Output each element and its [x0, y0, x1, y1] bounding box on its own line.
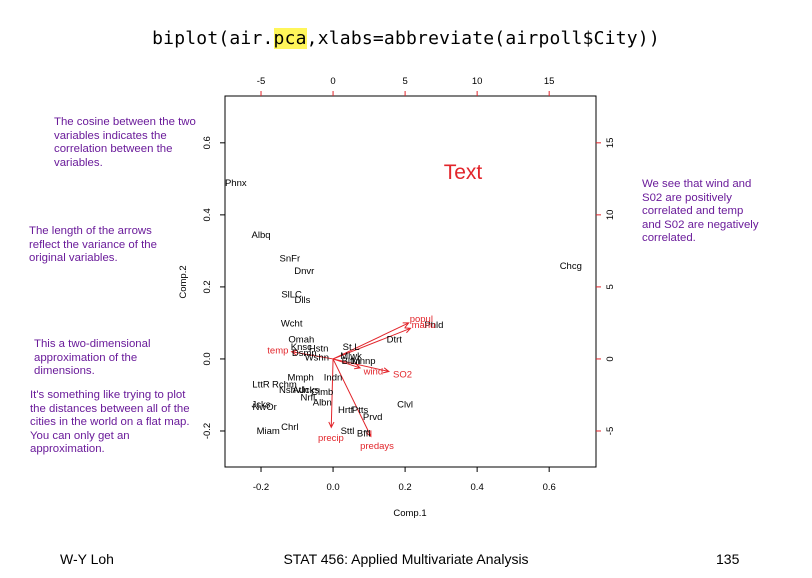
footer-author: W-Y Loh	[60, 551, 114, 567]
variable-label-so2: SO2	[393, 369, 412, 380]
city-label-hrtf: Hrtf	[338, 405, 354, 416]
arrow-precip	[328, 358, 335, 429]
city-label-hstn: Hstn	[309, 344, 329, 355]
arrow-popul	[332, 322, 410, 360]
top-tick-label: 15	[544, 76, 555, 87]
variable-label-precip: precip	[318, 433, 344, 444]
city-label-mnnp: Mnnp	[352, 356, 376, 367]
city-label-albn: Albn	[313, 398, 332, 409]
x-tick-label: 0.2	[398, 482, 411, 493]
y-tick-label: 0.2	[202, 280, 213, 293]
note-cosine: The cosine between the two variables ind…	[54, 116, 196, 169]
note-flat-map: It's something like trying to plot the d…	[30, 389, 190, 456]
city-label-dlls: Dlls	[295, 295, 311, 306]
y-tick-label: 0.4	[202, 208, 213, 221]
right-tick-label: 10	[605, 210, 616, 221]
arrow-so2	[332, 358, 391, 374]
title-text-pre: biplot(air.	[152, 28, 274, 49]
city-label-wcht: Wcht	[281, 318, 303, 329]
city-label-prvd: Prvd	[363, 412, 383, 423]
top-tick-label: -5	[257, 76, 265, 87]
text-annotation: Text	[444, 161, 483, 184]
title-text-post: ,xlabs=abbreviate(airpoll$City))	[306, 28, 660, 49]
arrow-manu	[332, 327, 412, 360]
x-tick-label: 0.0	[326, 482, 339, 493]
y-tick-label: -0.2	[202, 423, 213, 439]
city-label-dtrt: Dtrt	[387, 335, 403, 346]
variable-label-wind: wind	[363, 367, 384, 378]
city-label-wshn: Wshn	[305, 353, 329, 364]
city-label-jcks: Jcks	[252, 399, 271, 410]
y-tick-label: 0.6	[202, 136, 213, 149]
right-tick-label: 5	[605, 284, 616, 289]
x-tick-label: 0.6	[543, 482, 556, 493]
city-label-clmb: Clmb	[311, 387, 333, 398]
variable-label-temp: temp	[267, 346, 288, 357]
city-label-mlwk: Mlwk	[340, 351, 362, 362]
city-label-mmph: Mmph	[287, 372, 313, 383]
city-label-dnvr: Dnvr	[294, 266, 314, 277]
city-label-snfr: SnFr	[280, 254, 301, 265]
top-tick-label: 5	[402, 76, 407, 87]
right-tick-label: 0	[605, 356, 616, 361]
city-label-stl: St.L	[343, 342, 360, 353]
city-label-albq: Albq	[252, 230, 271, 241]
arrow-predays	[332, 358, 372, 438]
city-label-omah: Omah	[288, 335, 314, 346]
city-label-miam: Miam	[257, 426, 280, 437]
city-label-bltm: Bltm	[342, 356, 361, 367]
city-label-knsc: Knsc	[291, 342, 312, 353]
title-highlight: pca	[273, 28, 307, 49]
arrow-temp	[290, 349, 334, 360]
note-wind-so2: We see that wind and S02 are positively …	[642, 178, 759, 245]
city-label-phnx: Phnx	[225, 178, 247, 189]
city-label-clvl: Clvl	[397, 399, 413, 410]
right-tick-label: 15	[605, 138, 616, 149]
x-tick-label: -0.2	[253, 482, 269, 493]
city-label-chrl: Chrl	[281, 422, 298, 433]
variable-label-predays: predays	[360, 441, 394, 452]
top-tick-label: 0	[330, 76, 335, 87]
y-axis-label: Comp.2	[178, 265, 189, 298]
note-arrow-length: The length of the arrows reflect the var…	[29, 225, 157, 265]
city-label-dsmn: Dsmn	[292, 348, 317, 359]
city-label-lttr: LttR	[252, 380, 270, 391]
variable-label-manu: manu	[412, 320, 436, 331]
footer-course: STAT 456: Applied Multivariate Analysis	[283, 551, 529, 567]
arrow-wind	[332, 358, 362, 370]
city-label-chcg: Chcg	[560, 261, 582, 272]
city-label-sttl: Sttl	[341, 426, 355, 437]
city-label-sllc: SlLC	[281, 290, 302, 301]
x-tick-label: 0.4	[471, 482, 484, 493]
city-label-nshv: Nshv	[279, 385, 301, 396]
y-tick-label: 0.0	[202, 352, 213, 365]
note-two-dimensional: This a two-dimensional approximation of …	[34, 338, 151, 378]
footer-page-number: 135	[716, 551, 740, 567]
city-label-phld: Phld	[424, 320, 443, 331]
city-label-ptts: Ptts	[352, 405, 369, 416]
city-label-nwor: NwOr	[252, 402, 276, 413]
city-label-jcks: Jcks	[300, 385, 319, 396]
x-axis-label: Comp.1	[393, 508, 426, 519]
city-label-bffl: Bffl	[357, 428, 371, 439]
slide-title: biplot(air.pca,xlabs=abbreviate(airpoll$…	[0, 28, 812, 49]
top-tick-label: 10	[472, 76, 483, 87]
city-label-indn: Indn	[324, 372, 343, 383]
city-label-atln: Atln	[292, 385, 308, 396]
plot-frame	[224, 95, 597, 468]
city-label-nrfl: Nrfl	[300, 392, 315, 403]
variable-label-popul: popul	[410, 314, 433, 325]
right-tick-label: -5	[605, 427, 616, 435]
city-label-rchm: Rchm	[272, 380, 297, 391]
